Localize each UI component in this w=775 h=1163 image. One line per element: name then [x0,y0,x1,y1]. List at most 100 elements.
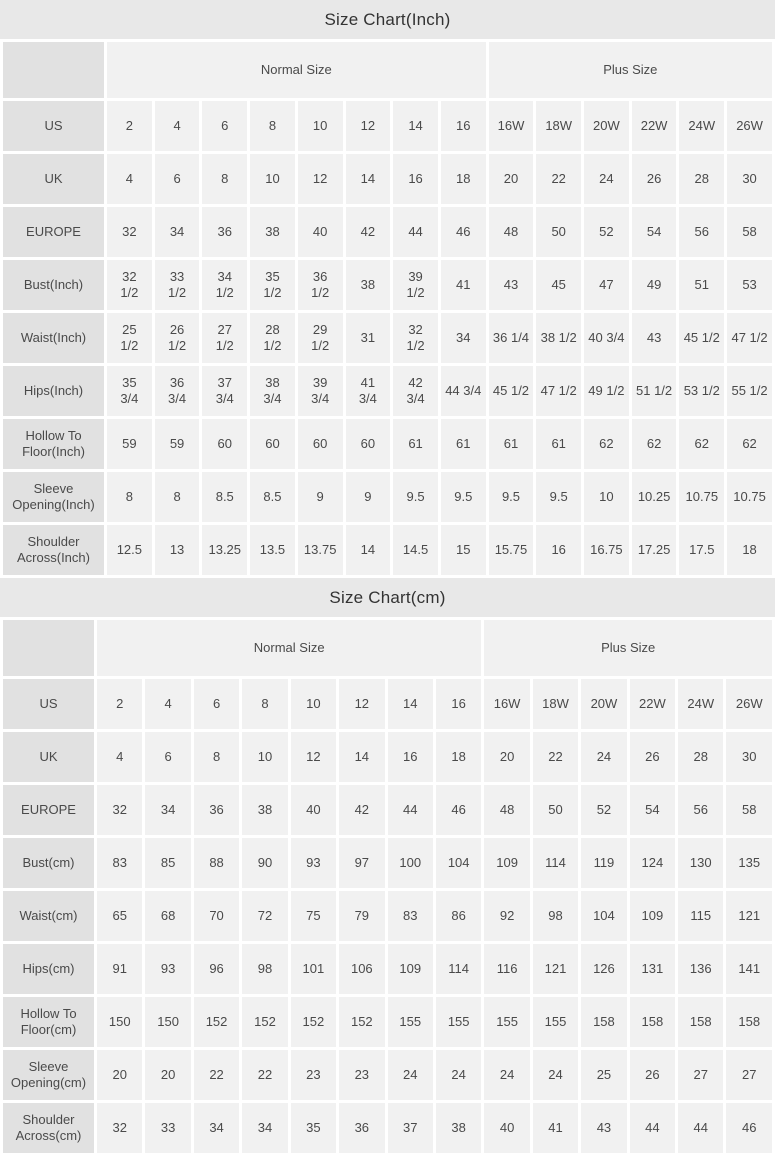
size-value-cell: 41 [532,1103,579,1153]
size-value-cell: 13.5 [250,525,295,575]
size-value-cell: 22 [193,1050,240,1100]
size-value-cell: 60 [345,419,391,469]
size-value-cell: 34 [193,1103,240,1153]
size-value-cell: 24W [679,101,725,151]
size-value-cell: 16W [488,101,534,151]
size-value-cell: 30 [726,732,772,782]
row-label: Shoulder Across(Inch) [3,525,104,575]
table-row-waist-inch: Waist(Inch) 25 1/2 26 1/2 27 1/2 28 1/2 29 1/… [3,313,772,363]
size-value-cell: 50 [532,785,579,835]
table-row-uk: UK 4 6 8 10 12 14 16 18 20 22 24 26 28 30 [3,154,772,204]
size-value-cell: 13.75 [297,525,343,575]
table-row-hips-inch: Hips(Inch) 35 3/4 36 3/4 37 3/4 38 3/4 39 3/4… [3,366,772,416]
size-value-cell: 38 [345,260,391,310]
size-value-cell: 17.25 [631,525,677,575]
size-value-cell: 16.75 [584,525,629,575]
row-label: Sleeve Opening(cm) [3,1050,94,1100]
size-value-cell: 9.5 [440,472,486,522]
size-value-cell: 36 [202,207,248,257]
size-value-cell: 35 [290,1103,337,1153]
size-value-cell: 44 [678,1103,724,1153]
size-value-cell: 14 [387,679,433,729]
size-value-cell: 158 [629,997,676,1047]
size-value-cell: 16 [435,679,482,729]
size-value-cell: 50 [536,207,582,257]
size-value-cell: 36 1/4 [488,313,534,363]
size-value-cell: 18 [440,154,486,204]
size-value-cell: 48 [484,785,530,835]
size-value-cell: 48 [488,207,534,257]
row-label: US [3,679,94,729]
group-header-normal-size: Normal Size [97,620,482,676]
size-value-cell: 27 1/2 [202,313,248,363]
row-label: EUROPE [3,785,94,835]
size-value-cell: 96 [193,944,240,994]
size-value-cell: 42 [339,785,385,835]
size-value-cell: 98 [532,891,579,941]
size-value-cell: 41 3/4 [345,366,391,416]
row-label: Shoulder Across(cm) [3,1103,94,1153]
size-value-cell: 26 [629,732,676,782]
size-value-cell: 37 3/4 [202,366,248,416]
size-value-cell: 13 [154,525,200,575]
size-value-cell: 98 [242,944,288,994]
row-label: Hips(cm) [3,944,94,994]
size-value-cell: 6 [154,154,200,204]
size-value-cell: 36 [193,785,240,835]
size-value-cell: 101 [290,944,337,994]
size-value-cell: 93 [290,838,337,888]
size-value-cell: 8 [193,732,240,782]
size-value-cell: 2 [97,679,143,729]
size-value-cell: 6 [145,732,191,782]
size-value-cell: 10.75 [679,472,725,522]
table-row-hips-cm: Hips(cm) 91 93 96 98 101 106 109 114 116 121 126 131… [3,944,772,994]
size-value-cell: 40 [290,785,337,835]
size-value-cell: 32 1/2 [393,313,438,363]
size-value-cell: 35 3/4 [107,366,152,416]
size-value-cell: 26W [726,679,772,729]
size-value-cell: 20W [584,101,629,151]
size-value-cell: 150 [97,997,143,1047]
size-value-cell: 33 1/2 [154,260,200,310]
group-header-normal-size: Normal Size [107,42,486,98]
table-row-sleeve-opening-cm: Sleeve Opening(cm) 20 20 22 22 23 23 24 24 24 24 25… [3,1050,772,1100]
size-value-cell: 25 1/2 [107,313,152,363]
size-value-cell: 62 [727,419,772,469]
size-value-cell: 55 1/2 [727,366,772,416]
size-value-cell: 28 1/2 [250,313,295,363]
size-value-cell: 155 [532,997,579,1047]
size-value-cell: 46 [440,207,486,257]
table-row-hollow-to-floor-inch: Hollow To Floor(Inch) 59 59 60 60 60 60 61 61 61 6… [3,419,772,469]
size-value-cell: 16 [387,732,433,782]
size-value-cell: 10 [242,732,288,782]
group-header-plus-size: Plus Size [488,42,772,98]
table-row-shoulder-across-inch: Shoulder Across(Inch) 12.5 13 13.25 13.5 13.7… [3,525,772,575]
size-value-cell: 18 [727,525,772,575]
size-value-cell: 38 [242,785,288,835]
size-value-cell: 47 [584,260,629,310]
size-value-cell: 38 1/2 [536,313,582,363]
size-value-cell: 51 [679,260,725,310]
size-value-cell: 38 [250,207,295,257]
size-value-cell: 20W [581,679,627,729]
size-value-cell: 23 [290,1050,337,1100]
size-value-cell: 14 [339,732,385,782]
size-value-cell: 44 [629,1103,676,1153]
size-value-cell: 136 [678,944,724,994]
size-value-cell: 43 [488,260,534,310]
size-value-cell: 115 [678,891,724,941]
size-value-cell: 9.5 [488,472,534,522]
size-value-cell: 100 [387,838,433,888]
size-value-cell: 14.5 [393,525,438,575]
size-value-cell: 40 [484,1103,530,1153]
row-label: UK [3,154,104,204]
size-value-cell: 24 [584,154,629,204]
table-row-us: US 2 4 6 8 10 12 14 16 16W 18W 20W 22W 24W 26W [3,101,772,151]
size-value-cell: 158 [678,997,724,1047]
size-value-cell: 36 1/2 [297,260,343,310]
size-value-cell: 83 [387,891,433,941]
size-value-cell: 44 [393,207,438,257]
size-value-cell: 60 [297,419,343,469]
size-value-cell: 46 [435,785,482,835]
size-value-cell: 54 [631,207,677,257]
